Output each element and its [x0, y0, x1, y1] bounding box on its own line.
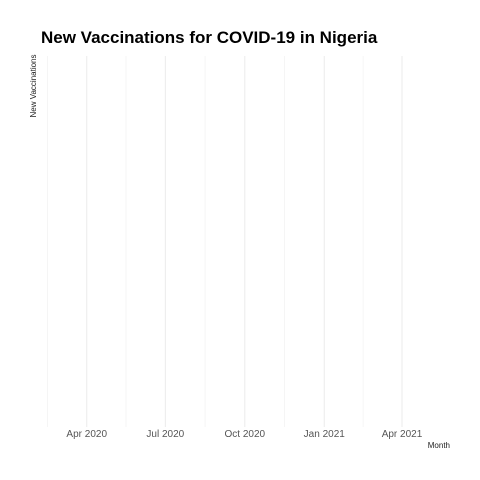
grid-layer: [47, 56, 403, 427]
x-tick-label: Jul 2020: [146, 429, 184, 440]
y-axis-label: New Vaccinations: [29, 55, 38, 118]
x-axis-label: Month: [428, 441, 450, 450]
x-tick-label: Apr 2021: [382, 429, 423, 440]
x-tick-label: Jan 2021: [304, 429, 346, 440]
x-tick-layer: Apr 2020 Jul 2020 Oct 2020 Jan 2021 Apr 2021: [66, 429, 422, 440]
x-tick-label: Oct 2020: [224, 429, 265, 440]
x-tick-label: Apr 2020: [66, 429, 107, 440]
chart-title: New Vaccinations for COVID-19 in Nigeria: [41, 28, 378, 47]
